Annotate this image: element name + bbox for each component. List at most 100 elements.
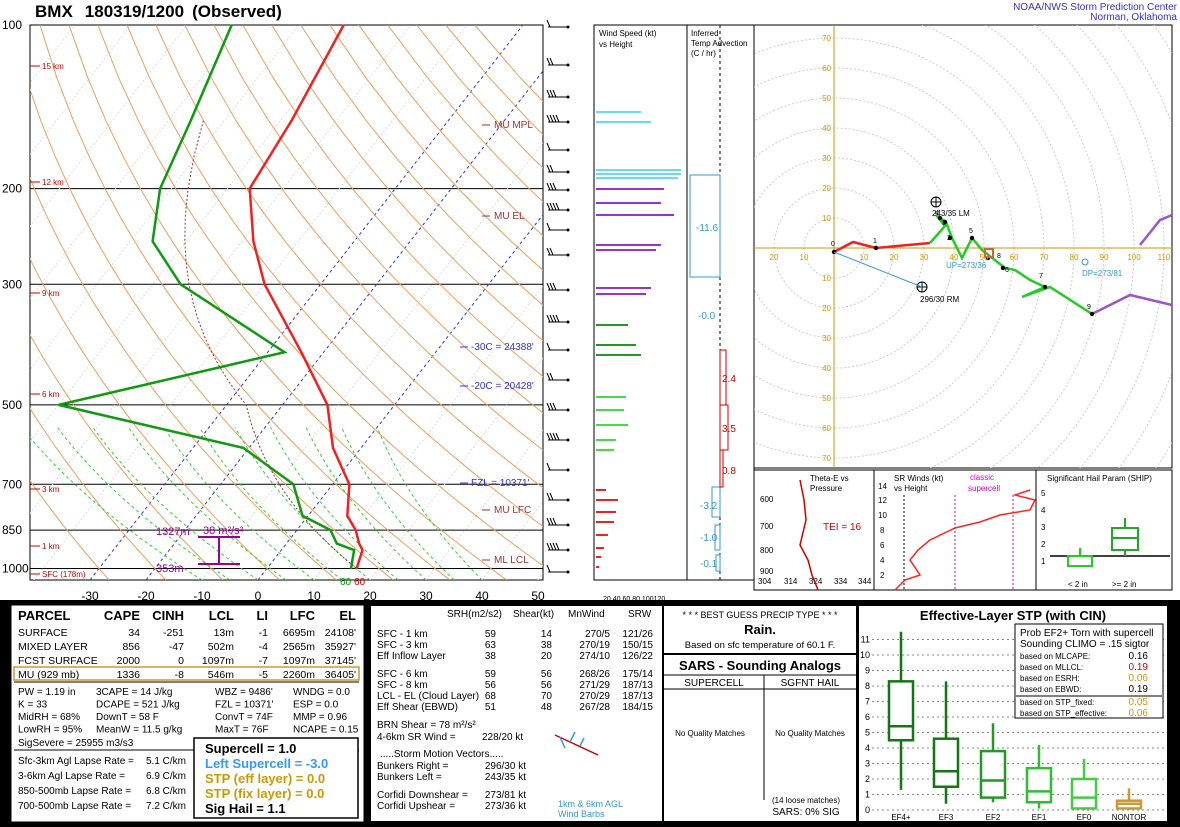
wind-barb-flag — [549, 164, 554, 173]
srw-y-8: 8 — [880, 526, 885, 535]
sr-wind-label: 4-6km SR Wind = — [377, 732, 456, 743]
kin-cell: 126/22 — [622, 651, 653, 662]
wind-barb-dot — [566, 438, 570, 442]
mu-el-label: MU EL — [494, 211, 525, 222]
wind-barb-flag — [546, 372, 551, 381]
parcel-cell: SURFACE — [18, 627, 68, 639]
kin-cell: Eff Shear (EBWD) — [377, 702, 458, 713]
height-label: 9 km — [42, 289, 60, 298]
stp-prob-label: based on STP_fixed: — [1020, 698, 1094, 707]
hodo-point — [969, 235, 975, 241]
hodo-x-label: 30 — [920, 253, 929, 262]
hodo-ring-label: 40 — [822, 124, 831, 133]
dry-adiabat — [300, 25, 543, 306]
wind-barb-flag — [546, 402, 551, 411]
height-label: 1 km — [42, 542, 60, 551]
isotherm — [369, 357, 543, 580]
parcel-cell: -47 — [169, 641, 184, 653]
storm-vector-value: 296/30 kt — [485, 761, 526, 772]
sars-hail-value: No Quality Matches — [775, 729, 845, 738]
wind-barb-flag — [549, 402, 554, 411]
parcel-cell: MIXED LAYER — [18, 641, 88, 653]
kin-cell: 59 — [485, 629, 497, 640]
wind-barb-flag — [552, 517, 557, 526]
tadv-title-3: (C / hr) — [691, 49, 716, 58]
wind-barb-flag — [552, 432, 557, 441]
wind-barb-dot — [566, 288, 570, 292]
mu-lfc-label: MU LFC — [494, 505, 531, 516]
theta-y-900: 900 — [760, 567, 774, 576]
srw-title-1: SR Winds (kt) — [894, 474, 944, 483]
hodo-x-label: 20 — [890, 253, 899, 262]
wind-barb-flag — [549, 282, 554, 291]
moist-adiabat — [127, 427, 287, 580]
hodo-ring-label: 30 — [822, 154, 831, 163]
moist-adiabat — [305, 427, 427, 580]
ship-y-2: 2 — [1041, 540, 1046, 549]
dry-adiabat — [155, 25, 543, 489]
wind-barb-flag — [552, 542, 557, 551]
stp-y-label: 1 — [865, 790, 870, 800]
wind-barb-flag — [549, 57, 554, 66]
mini-barbs-icon — [554, 731, 599, 756]
hodo-ring-label: 60 — [822, 64, 831, 73]
temp-tick-label: 20 — [363, 589, 377, 603]
hodo-point — [1000, 265, 1006, 271]
stp-y-label: 9 — [865, 666, 870, 676]
hodo-height-label: 5 — [969, 228, 973, 235]
sars-loose: (14 loose matches) — [772, 796, 840, 805]
theta-x-304: 304 — [758, 577, 772, 586]
skewt-panel: 100 200 300 500 700 850 1000 -30 -20 -10 0 10 20 30 4… — [2, 18, 545, 603]
moist-adiabat — [270, 427, 399, 580]
srw-y-14: 14 — [878, 482, 887, 491]
sfc-temp: 60 — [354, 577, 366, 588]
stp-prob-label: based on MLCAPE: — [1020, 652, 1090, 661]
parcel-cell: 502m — [208, 641, 235, 653]
kin-cell: 14 — [541, 629, 553, 640]
ship-y-1: 1 — [1041, 557, 1046, 566]
parcel-cell: 37145' — [325, 655, 356, 667]
stp-prob-value: 0.16 — [1129, 651, 1149, 662]
mu-mpl-label: MU MPL — [494, 120, 533, 131]
kin-header: SRW — [628, 609, 652, 620]
hodo-x-label: 10 — [860, 253, 869, 262]
srw-y-6: 6 — [880, 541, 885, 550]
theta-title-2: Pressure — [810, 484, 843, 493]
stp-x-label: NONTOR — [1112, 813, 1147, 822]
stp-prob-value: 0.19 — [1129, 662, 1149, 673]
height-label: 12 km — [42, 178, 64, 187]
wind-barb-dot — [566, 25, 570, 29]
ship-y-5: 5 — [1041, 489, 1046, 498]
kin-cell: Eff Inflow Layer — [377, 651, 446, 662]
theta-x-344: 344 — [858, 577, 872, 586]
wind-barb-flag — [555, 114, 560, 123]
wind-barb-flag — [552, 202, 557, 211]
parcel-header: LCL — [209, 608, 234, 623]
srw-classic-2: supercell — [968, 484, 1000, 493]
srw-y-2: 2 — [880, 571, 885, 580]
thermo-param: DCAPE = 521 J/kg — [96, 700, 180, 711]
stp-y-label: 11 — [861, 635, 870, 645]
parcel-cell: 2000 — [117, 655, 141, 667]
source-line-1: NOAA/NWS Storm Prediction Center — [1013, 2, 1178, 13]
parcel-header: PARCEL — [18, 608, 71, 623]
parcel-cell: 34 — [128, 627, 140, 639]
wind-barb-dot — [566, 548, 570, 552]
parcel-cell: 1336 — [117, 669, 141, 681]
kin-cell: 274/10 — [579, 651, 610, 662]
wind-barb-dot — [566, 208, 570, 212]
temp-tick-label: 50 — [531, 589, 545, 603]
eff-inflow-srh: 38 m²/s² — [203, 525, 244, 537]
ship-x-ge2: >= 2 in — [1112, 580, 1136, 589]
wind-barb-flag — [546, 19, 551, 28]
wind-barb-dot — [566, 468, 570, 472]
isotherm — [313, 285, 543, 580]
dewpoint-profile-point — [242, 447, 245, 449]
storm-vector-value: 273/36 kt — [485, 801, 526, 812]
moist-adiabat — [56, 427, 231, 580]
wind-barb-flag — [546, 114, 551, 123]
wind-barb-flag — [546, 282, 551, 291]
tadv-title-2: Temp Advection — [691, 39, 747, 48]
thermo-param: MaxT = 76F — [215, 725, 268, 736]
